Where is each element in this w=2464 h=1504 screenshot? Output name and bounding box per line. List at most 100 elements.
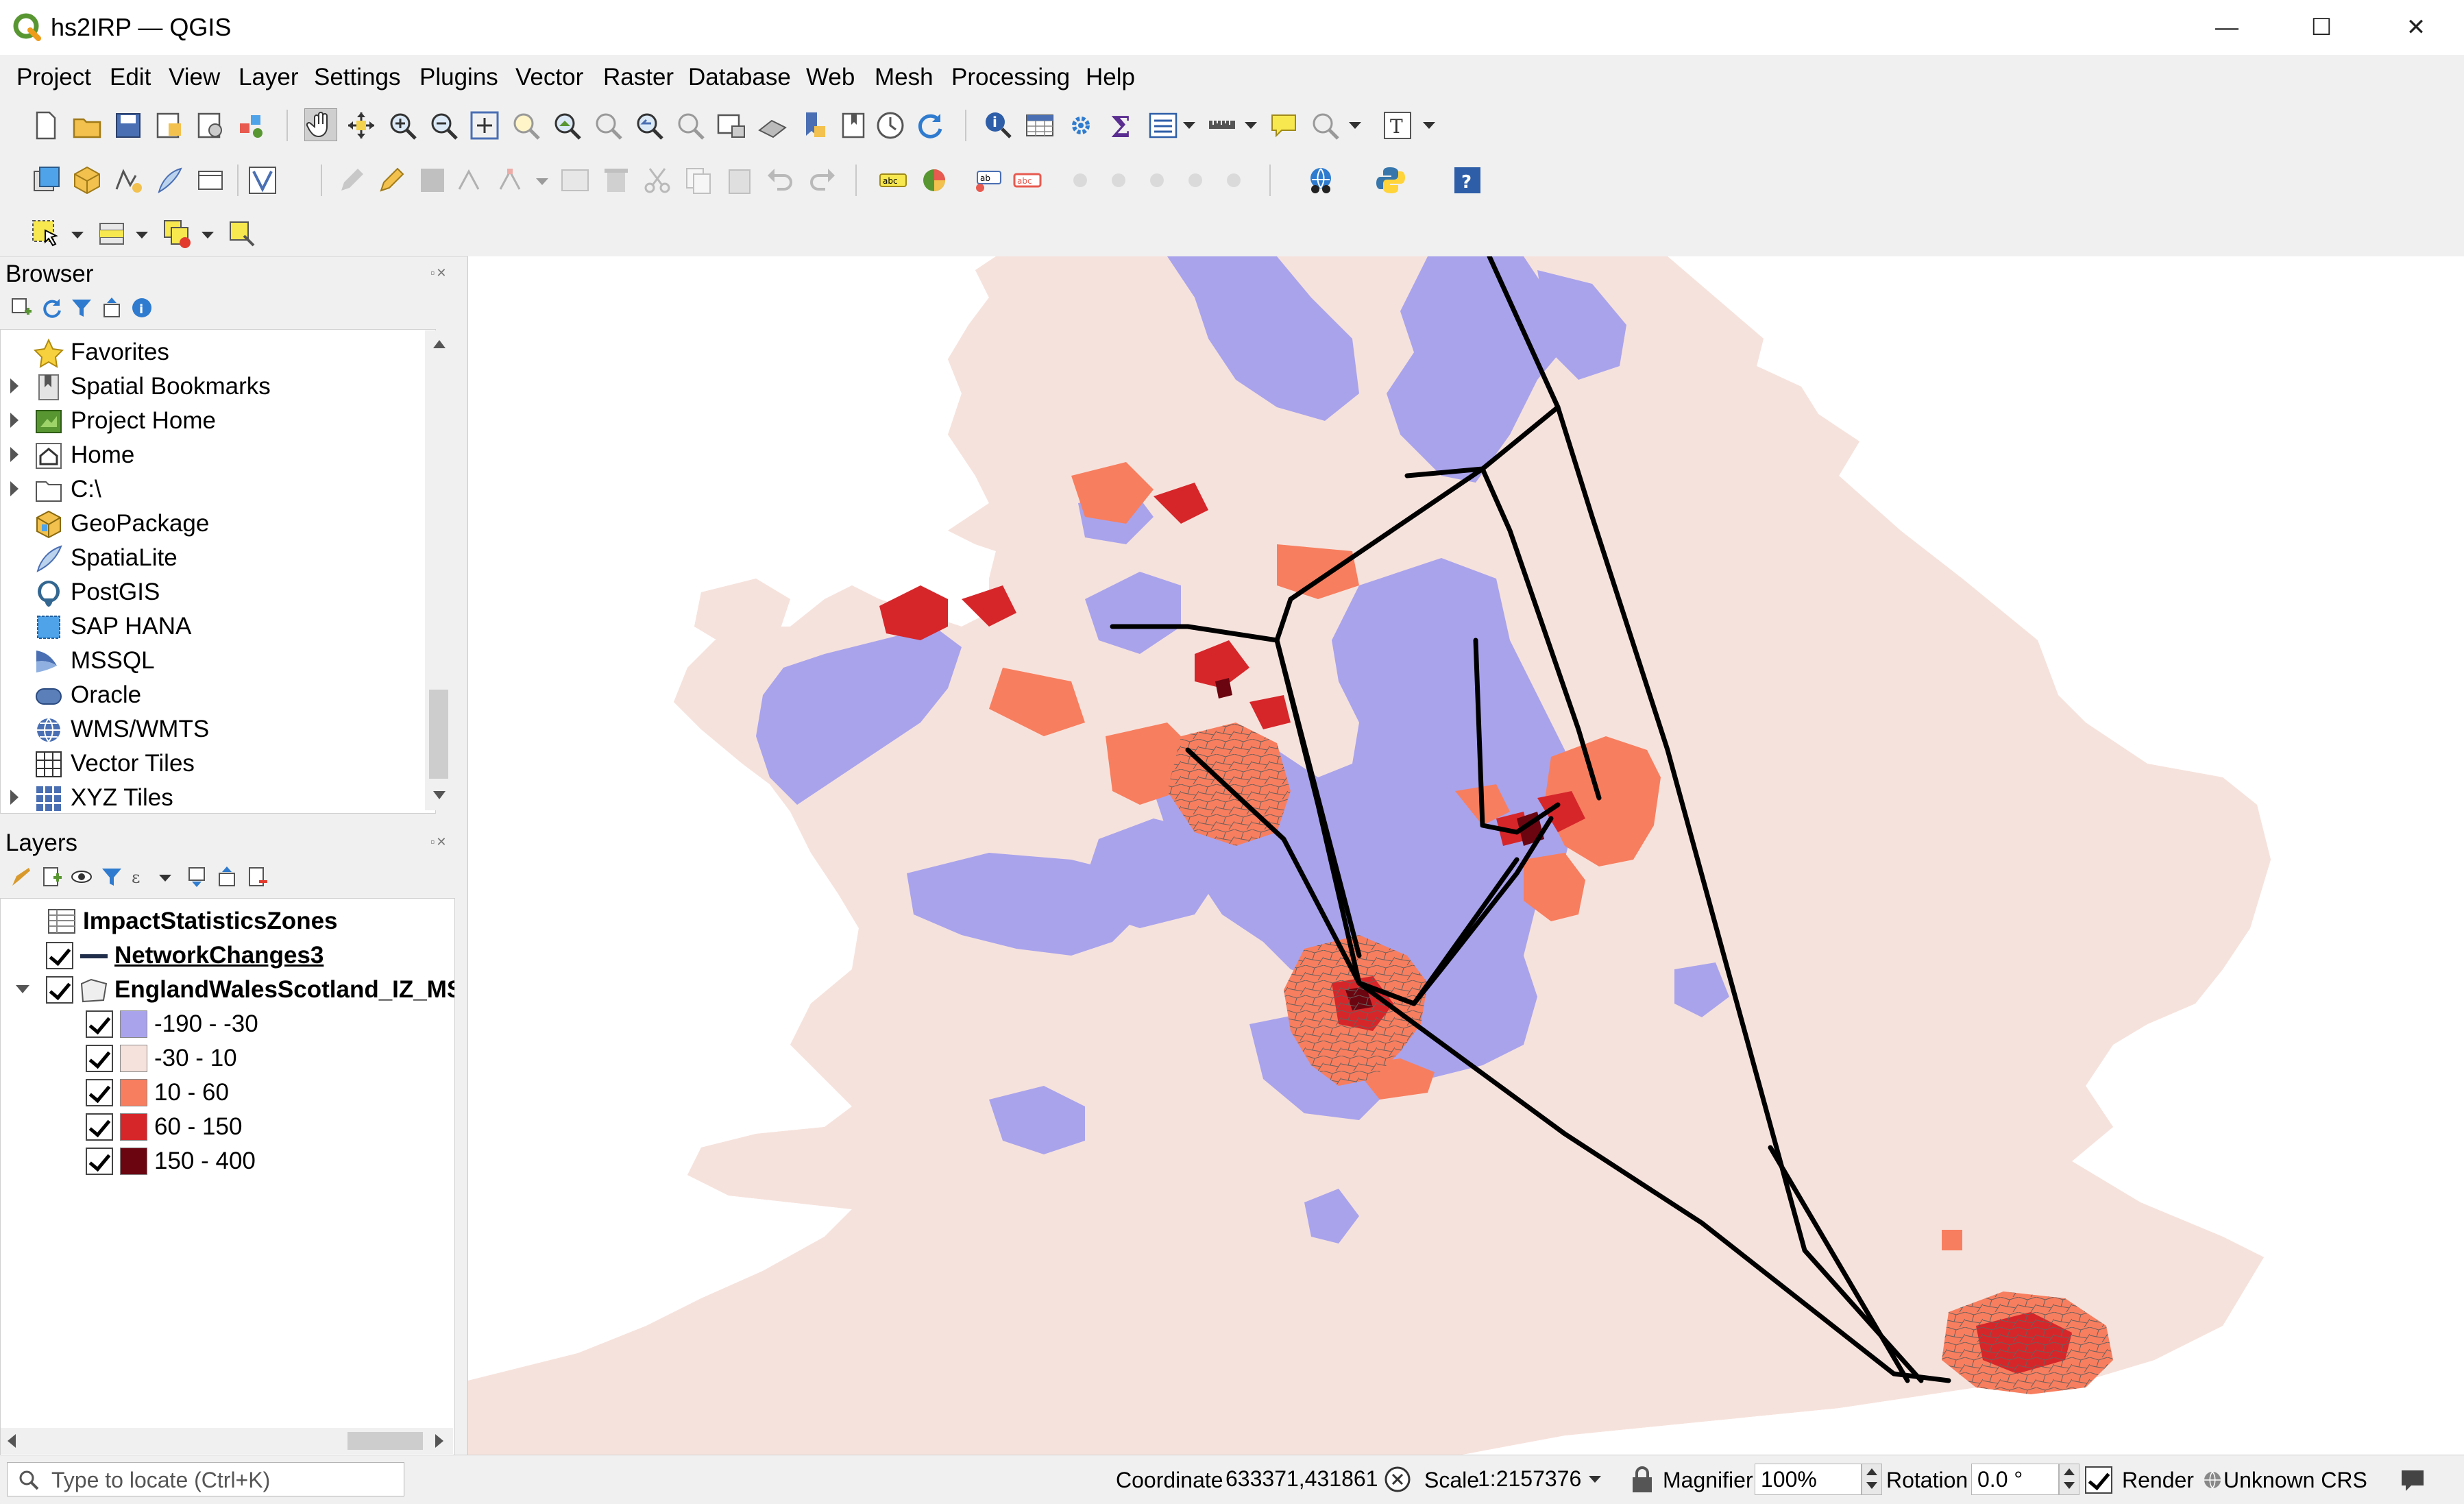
legend-item-class-5[interactable]: 150 - 400 xyxy=(1,1144,453,1178)
expand-all-icon[interactable] xyxy=(185,865,208,888)
new-spatial-bookmark-icon[interactable] xyxy=(798,110,829,141)
show-layout-icon[interactable] xyxy=(1147,110,1179,141)
menu-raster[interactable]: Raster xyxy=(603,64,674,90)
dropdown-arrow-icon[interactable] xyxy=(1245,122,1257,129)
panel-float-close-icon[interactable]: ▫✕ xyxy=(430,266,448,280)
legend-class-checkbox[interactable] xyxy=(86,1148,113,1175)
menu-layer[interactable]: Layer xyxy=(239,64,299,90)
scroll-down-arrow-icon[interactable] xyxy=(433,791,446,799)
browser-scrollbar[interactable] xyxy=(425,330,452,810)
legend-item-class-3[interactable]: 10 - 60 xyxy=(1,1076,453,1110)
locator-input[interactable] xyxy=(50,1466,395,1494)
new-shapefile-layer-icon[interactable] xyxy=(112,165,144,196)
layer-visibility-checkbox[interactable] xyxy=(46,976,73,1004)
dropdown-arrow-icon[interactable] xyxy=(136,232,148,239)
refresh-icon[interactable] xyxy=(914,110,946,141)
scale-combobox[interactable]: 1:2157376 xyxy=(1478,1466,1582,1491)
modify-attributes-icon[interactable] xyxy=(559,165,591,196)
show-bookmarks-icon[interactable] xyxy=(839,110,870,141)
zoom-out-icon[interactable] xyxy=(428,110,459,141)
step-down-arrow-icon[interactable] xyxy=(1866,1482,1877,1489)
current-edits-icon[interactable] xyxy=(336,165,367,196)
python-console-icon[interactable] xyxy=(1375,165,1406,196)
menu-view[interactable]: View xyxy=(169,64,221,90)
legend-item-class-4[interactable]: 60 - 150 xyxy=(1,1110,453,1144)
metasearch-icon[interactable] xyxy=(1305,165,1337,196)
vertex-tool-icon[interactable] xyxy=(496,165,528,196)
messages-icon[interactable] xyxy=(2399,1466,2426,1494)
scroll-left-arrow-icon[interactable] xyxy=(8,1434,16,1448)
legend-item-class-2[interactable]: -30 - 10 xyxy=(1,1041,453,1076)
legend-item-class-1[interactable]: -190 - -30 xyxy=(1,1007,453,1041)
coordinate-field[interactable]: 633371,431861 xyxy=(1225,1466,1378,1491)
layers-tree[interactable]: ImpactStatisticsZones NetworkChanges3 En… xyxy=(0,898,455,1456)
browser-tree[interactable]: Favorites Spatial Bookmarks Project Home… xyxy=(0,329,436,814)
new-print-layout-icon[interactable] xyxy=(154,110,185,141)
step-down-arrow-icon[interactable] xyxy=(2064,1482,2075,1489)
dropdown-arrow-icon[interactable] xyxy=(71,232,84,239)
map-render[interactable] xyxy=(468,256,2464,1455)
menu-processing[interactable]: Processing xyxy=(951,64,1071,90)
layer-item-networkchanges3[interactable]: NetworkChanges3 xyxy=(1,938,453,973)
step-up-arrow-icon[interactable] xyxy=(2064,1468,2075,1475)
save-layer-edits-icon[interactable] xyxy=(417,165,448,196)
menu-help[interactable]: Help xyxy=(1086,64,1135,90)
dropdown-arrow-icon[interactable] xyxy=(159,875,171,882)
panel-float-close-icon[interactable]: ▫✕ xyxy=(430,835,448,849)
select-by-attribute-icon[interactable] xyxy=(96,218,127,250)
menu-web[interactable]: Web xyxy=(806,64,855,90)
lock-scale-icon[interactable] xyxy=(1629,1465,1656,1495)
digitize-icon[interactable] xyxy=(455,165,487,196)
highlight-pinned-labels-icon[interactable]: abc xyxy=(1012,165,1043,196)
new-spatialite-layer-icon[interactable] xyxy=(154,165,185,196)
expand-arrow-icon[interactable] xyxy=(10,447,19,462)
show-unplaced-labels-icon[interactable] xyxy=(1221,165,1253,196)
pin-unpin-labels-icon[interactable]: ab xyxy=(972,165,1003,196)
rotate-label-icon[interactable] xyxy=(1145,165,1176,196)
expand-arrow-icon[interactable] xyxy=(10,481,19,496)
filter-browser-icon[interactable] xyxy=(70,296,93,319)
pan-to-selection-icon[interactable] xyxy=(345,110,377,141)
add-selected-layers-icon[interactable] xyxy=(10,296,33,319)
step-up-arrow-icon[interactable] xyxy=(1866,1468,1877,1475)
layout-manager-icon[interactable] xyxy=(195,110,226,141)
save-project-icon[interactable] xyxy=(112,110,144,141)
toggle-extents-icon[interactable] xyxy=(1383,1465,1412,1494)
expand-arrow-icon[interactable] xyxy=(10,378,19,393)
layer-item-impactstatisticszones[interactable]: ImpactStatisticsZones xyxy=(1,904,453,938)
crs-button[interactable]: Unknown CRS xyxy=(2223,1468,2367,1492)
menu-plugins[interactable]: Plugins xyxy=(419,64,498,90)
zoom-next-icon[interactable] xyxy=(674,110,706,141)
show-hide-labels-icon[interactable] xyxy=(1068,165,1099,196)
layer-diagram-icon[interactable] xyxy=(918,165,950,196)
filter-legend-icon[interactable] xyxy=(100,865,123,888)
legend-class-checkbox[interactable] xyxy=(86,1113,113,1141)
delete-selected-icon[interactable] xyxy=(600,165,632,196)
scroll-right-arrow-icon[interactable] xyxy=(435,1434,443,1448)
layer-item-englandwalesscotland[interactable]: EnglandWalesScotland_IZ_MS xyxy=(1,973,454,1007)
collapse-all-layers-icon[interactable] xyxy=(215,865,239,888)
browser-item-xyz-tiles[interactable]: XYZ Tiles xyxy=(1,781,419,813)
browser-item-oracle[interactable]: Oracle xyxy=(1,678,419,712)
expand-arrow-icon[interactable] xyxy=(10,790,19,805)
browser-item-home[interactable]: Home xyxy=(1,438,419,472)
dropdown-arrow-icon[interactable] xyxy=(1423,122,1435,129)
measure-line-icon[interactable] xyxy=(1206,110,1238,141)
undo-icon[interactable] xyxy=(765,165,796,196)
open-layer-styling-icon[interactable] xyxy=(10,865,33,888)
zoom-in-icon[interactable] xyxy=(387,110,418,141)
scroll-up-arrow-icon[interactable] xyxy=(433,340,446,348)
close-button[interactable]: ✕ xyxy=(2406,14,2426,40)
scrollbar-thumb[interactable] xyxy=(347,1432,423,1450)
menu-settings[interactable]: Settings xyxy=(314,64,401,90)
browser-item-favorites[interactable]: Favorites xyxy=(1,335,419,369)
filter-expression-icon[interactable]: ε xyxy=(130,865,154,888)
map-tips-icon[interactable] xyxy=(1268,110,1300,141)
add-group-icon[interactable] xyxy=(40,865,63,888)
copy-features-icon[interactable] xyxy=(683,165,714,196)
properties-info-icon[interactable]: i xyxy=(130,296,154,319)
zoom-last-icon[interactable] xyxy=(633,110,665,141)
layers-horizontal-scrollbar[interactable] xyxy=(1,1428,453,1454)
zoom-native-resolution-icon[interactable] xyxy=(592,110,624,141)
text-annotation-icon[interactable]: T xyxy=(1382,110,1413,141)
